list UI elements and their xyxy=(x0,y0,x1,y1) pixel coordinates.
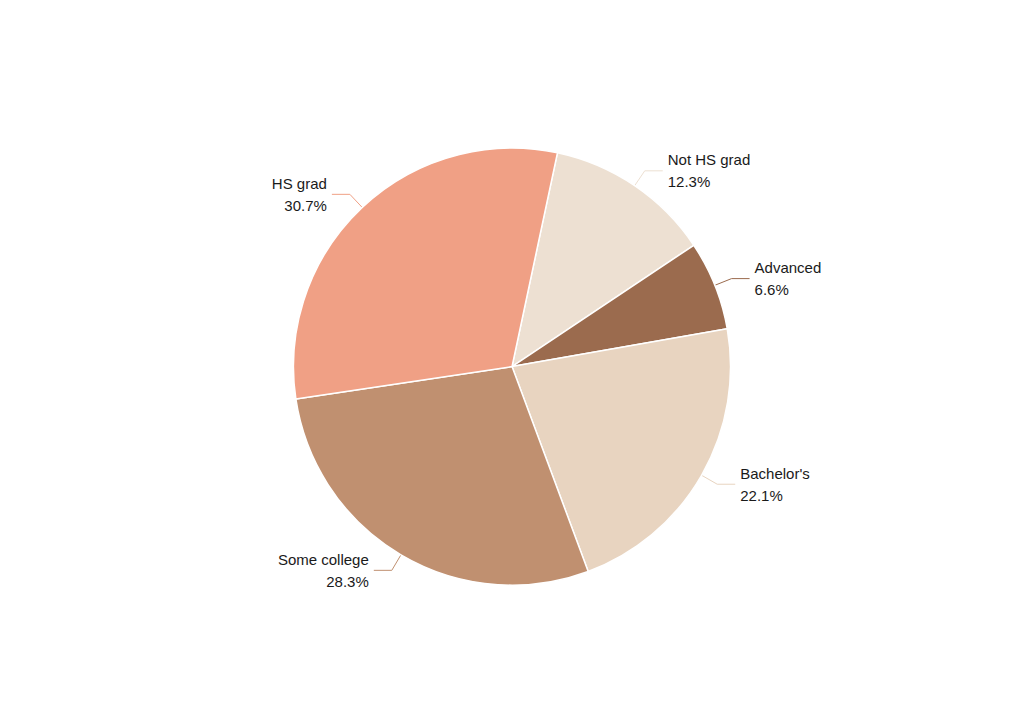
svg-text:Advanced: Advanced xyxy=(755,259,822,276)
svg-text:Bachelor's: Bachelor's xyxy=(740,465,810,482)
svg-text:6.6%: 6.6% xyxy=(755,281,789,298)
svg-text:30.7%: 30.7% xyxy=(284,197,327,214)
svg-text:12.3%: 12.3% xyxy=(668,173,711,190)
svg-text:Not HS grad: Not HS grad xyxy=(668,151,751,168)
svg-text:HS grad: HS grad xyxy=(272,175,327,192)
svg-text:Some college: Some college xyxy=(278,551,369,568)
svg-text:28.3%: 28.3% xyxy=(326,573,369,590)
svg-text:22.1%: 22.1% xyxy=(740,487,783,504)
